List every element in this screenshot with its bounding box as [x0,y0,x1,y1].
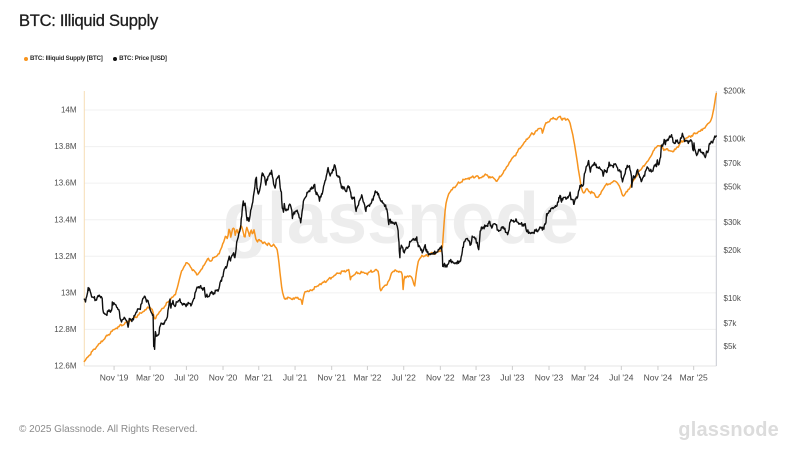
x-axis-label: Nov '22 [426,373,455,383]
y-axis-left-label: 14M [61,106,77,115]
footer-copyright: © 2025 Glassnode. All Rights Reserved. [19,423,198,435]
y-axis-left-label: 13.2M [54,252,77,261]
x-axis-label: Nov '23 [535,373,564,383]
y-axis-left-label: 12.6M [54,362,77,371]
y-axis-right-label: $100k [724,134,747,143]
x-axis-label: Jul '24 [609,373,634,383]
series-line-illiquid-supply [83,92,718,363]
x-axis-label: Mar '22 [353,373,381,383]
x-axis-label: Jul '23 [500,373,525,383]
chart-canvas[interactable]: glassnode14M13.8M13.6M13.4M13.2M13M12.8M… [0,0,800,395]
legend-item-illiquid-supply[interactable]: BTC: Illiquid Supply [BTC] [23,55,103,62]
y-axis-right-label: $70k [724,159,742,168]
x-axis-label: Mar '25 [680,373,708,383]
y-axis-right-label: $10k [724,294,742,303]
y-axis-right-label: $30k [724,218,742,227]
x-axis-label: Nov '24 [644,373,673,383]
x-axis-label: Mar '23 [462,373,490,383]
y-axis-left-label: 13.4M [54,215,77,224]
chart-legend: BTC: Illiquid Supply [BTC] BTC: Price [U… [23,55,167,62]
legend-label-illiquid-supply: BTC: Illiquid Supply [BTC] [30,55,103,62]
legend-label-price: BTC: Price [USD] [119,55,167,62]
x-axis-label: Jul '22 [392,373,417,383]
y-axis-right-label: $200k [724,86,747,95]
y-axis-right-label: $20k [724,246,742,255]
y-axis-left-label: 13.8M [54,142,77,151]
x-axis-label: Nov '19 [100,373,129,383]
x-axis-label: Mar '20 [136,373,164,383]
x-axis-label: Mar '24 [571,373,599,383]
page-title: BTC: Illiquid Supply [19,12,159,30]
y-axis-left-label: 12.8M [54,325,77,334]
legend-dot-illiquid-supply-icon [23,56,28,61]
x-axis-label: Nov '20 [209,373,238,383]
series-line-price [83,132,717,350]
x-axis-label: Mar '21 [245,373,273,383]
y-axis-left-label: 13M [61,288,77,297]
x-axis-label: Nov '21 [317,373,346,383]
legend-item-price[interactable]: BTC: Price [USD] [112,55,167,62]
y-axis-left-label: 13.6M [54,179,77,188]
y-axis-right-label: $7k [724,319,738,328]
x-axis-label: Jul '20 [174,373,199,383]
y-axis-right-label: $50k [724,182,742,191]
y-axis-right-label: $5k [724,342,738,351]
x-axis-label: Jul '21 [283,373,308,383]
footer-brand-logo: glassnode [678,419,779,441]
legend-dot-price-icon [112,56,117,61]
